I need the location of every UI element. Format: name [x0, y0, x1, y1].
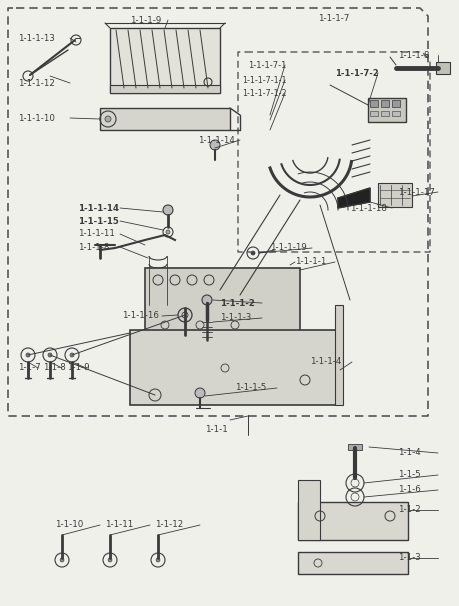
Text: 1-1-4: 1-1-4 — [397, 448, 420, 458]
Circle shape — [210, 140, 219, 150]
Circle shape — [251, 251, 254, 255]
Text: 1-1-1-8: 1-1-1-8 — [397, 50, 428, 59]
Text: 1-1-9: 1-1-9 — [67, 364, 90, 373]
Polygon shape — [337, 188, 369, 208]
Circle shape — [105, 116, 111, 122]
Text: 1-1-1-7: 1-1-1-7 — [317, 13, 349, 22]
Text: 1-1-1-8: 1-1-1-8 — [78, 242, 109, 251]
Text: 1-1-1-14: 1-1-1-14 — [78, 204, 119, 213]
Text: 1-1-1-19: 1-1-1-19 — [269, 244, 306, 253]
Bar — [369, 100, 377, 107]
Bar — [380, 111, 388, 116]
Bar — [380, 100, 388, 107]
Bar — [369, 111, 377, 116]
Text: 1-1-1-7-2: 1-1-1-7-2 — [334, 68, 378, 78]
Text: 1-1-5: 1-1-5 — [397, 470, 420, 479]
Text: 1-1-1-10: 1-1-1-10 — [18, 113, 55, 122]
Text: 1-1-8: 1-1-8 — [43, 364, 66, 373]
Text: 1-1-1-18: 1-1-1-18 — [349, 204, 386, 213]
Text: 1-1-6: 1-1-6 — [397, 485, 420, 494]
Text: 1-1-1-7-1-1: 1-1-1-7-1-1 — [241, 76, 286, 84]
Circle shape — [48, 353, 52, 357]
Text: 1-1-1-15: 1-1-1-15 — [78, 216, 118, 225]
Circle shape — [108, 558, 112, 562]
Text: 1-1-1-13: 1-1-1-13 — [18, 33, 55, 42]
Bar — [145, 268, 299, 343]
Text: 1-1-1-17: 1-1-1-17 — [397, 187, 434, 196]
Text: 1-1-1-9: 1-1-1-9 — [130, 16, 161, 24]
Bar — [391, 111, 399, 116]
Bar — [297, 552, 407, 574]
Bar — [334, 305, 342, 405]
Text: 1-1-1: 1-1-1 — [205, 425, 227, 435]
Text: 1-1-1-16: 1-1-1-16 — [122, 311, 158, 321]
Circle shape — [60, 558, 64, 562]
Text: 1-1-1-14: 1-1-1-14 — [197, 136, 235, 144]
Circle shape — [195, 388, 205, 398]
Text: 1-1-1-4: 1-1-1-4 — [309, 358, 341, 367]
Text: 1-1-3: 1-1-3 — [397, 553, 420, 562]
Text: 1-1-12: 1-1-12 — [155, 521, 183, 530]
Bar — [297, 480, 319, 540]
Bar — [297, 502, 407, 540]
Circle shape — [70, 353, 74, 357]
Text: 1-1-2: 1-1-2 — [397, 505, 420, 514]
Text: 1-1-1-1: 1-1-1-1 — [294, 258, 326, 267]
Circle shape — [156, 558, 160, 562]
Text: 1-1-7: 1-1-7 — [18, 364, 41, 373]
Text: 1-1-1-7-1: 1-1-1-7-1 — [247, 61, 286, 70]
Bar — [130, 330, 339, 405]
Circle shape — [162, 205, 173, 215]
Circle shape — [26, 353, 30, 357]
Text: 1-1-1-12: 1-1-1-12 — [18, 79, 55, 87]
Bar — [110, 28, 219, 93]
Text: 1-1-1-5: 1-1-1-5 — [235, 384, 266, 393]
Bar — [110, 85, 219, 93]
Bar — [435, 62, 449, 74]
Bar — [391, 100, 399, 107]
Text: 1-1-1-2: 1-1-1-2 — [219, 299, 254, 307]
Bar — [367, 98, 405, 122]
Bar — [377, 183, 411, 207]
Text: 1-1-1-7-1-2: 1-1-1-7-1-2 — [241, 88, 286, 98]
Text: 1-1-10: 1-1-10 — [55, 521, 83, 530]
Text: 1-1-1-11: 1-1-1-11 — [78, 230, 115, 239]
Circle shape — [202, 295, 212, 305]
Bar — [100, 108, 230, 130]
Text: 1-1-11: 1-1-11 — [105, 521, 133, 530]
Circle shape — [166, 230, 170, 234]
Text: 1-1-1-3: 1-1-1-3 — [219, 313, 251, 322]
Bar — [347, 444, 361, 450]
